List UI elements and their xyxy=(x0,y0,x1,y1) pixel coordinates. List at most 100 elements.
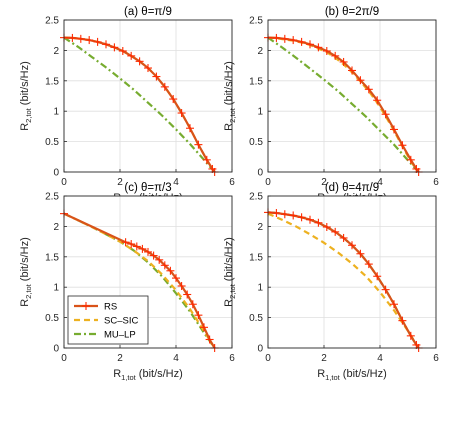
rs-data-point xyxy=(381,285,390,294)
y-tick-label: 1 xyxy=(53,107,59,118)
x-axis-label: R1,tot (bit/s/Hz) xyxy=(317,368,387,382)
rs-data-point xyxy=(356,76,365,85)
series-line-mu-lp xyxy=(267,36,420,173)
rs-data-point xyxy=(127,240,136,249)
y-tick-label: 2 xyxy=(53,46,59,57)
plot-area xyxy=(268,20,436,172)
y-tick-label: 1.5 xyxy=(45,252,59,263)
rs-data-point xyxy=(102,40,110,49)
rs-data-point xyxy=(188,300,197,309)
rs-data-point xyxy=(152,72,161,81)
rs-data-point xyxy=(373,96,382,105)
rs-data-point xyxy=(135,57,144,66)
rs-data-point xyxy=(177,281,186,290)
y-tick-label: 0.5 xyxy=(249,313,263,324)
rs-data-point xyxy=(194,140,203,149)
x-axis-label: R1,tot (bit/s/Hz) xyxy=(113,368,183,382)
series-line-mu-lp xyxy=(63,36,216,173)
rs-data-point xyxy=(177,109,186,118)
rs-data-point xyxy=(272,209,281,218)
y-tick-label: 1 xyxy=(257,283,263,294)
axes-box xyxy=(63,195,233,349)
rs-data-point xyxy=(398,141,407,150)
rs-data-point xyxy=(194,311,203,320)
legend-label: MU–LP xyxy=(104,330,136,341)
rs-data-point xyxy=(331,51,340,60)
y-tick-label: 1 xyxy=(53,283,59,294)
y-axis-label: R2,tot (bit/s/Hz) xyxy=(223,61,237,131)
rs-data-point xyxy=(160,261,169,270)
x-tick-label: 0 xyxy=(265,353,271,364)
x-tick-label: 4 xyxy=(377,353,383,364)
y-tick-label: 0 xyxy=(53,344,59,355)
y-tick-label: 2 xyxy=(257,46,263,57)
legend-label: RS xyxy=(104,302,117,313)
rs-data-point xyxy=(183,290,192,299)
rs-data-point xyxy=(314,43,323,52)
rs-data-point xyxy=(280,34,289,43)
y-tick-label: 0 xyxy=(53,168,59,179)
plot-area xyxy=(268,196,436,348)
y-tick-label: 2.5 xyxy=(45,192,59,203)
rs-data-point xyxy=(331,227,340,236)
y-tick-label: 1.5 xyxy=(249,252,263,263)
rs-data-point xyxy=(166,266,175,275)
x-tick-label: 0 xyxy=(61,353,67,364)
y-tick-label: 0 xyxy=(257,344,263,355)
rs-data-point xyxy=(314,218,323,227)
x-tick-label: 6 xyxy=(433,353,439,364)
y-axis-label: R2,tot (bit/s/Hz) xyxy=(223,237,237,307)
chart-panel-3: 0 2 4 6 0 0.5 1 1.5 2 2.5 (c) θ=π/3 R1,tot (bit/s/H… xyxy=(19,182,235,382)
rs-data-point xyxy=(186,124,194,133)
y-tick-label: 0 xyxy=(257,168,263,179)
rs-data-point xyxy=(155,255,164,264)
rs-data-point xyxy=(118,47,127,56)
x-tick-label: 4 xyxy=(173,177,179,188)
rs-data-point xyxy=(364,85,373,94)
rs-data-point xyxy=(68,33,77,42)
rs-data-point xyxy=(306,215,314,224)
rs-data-point xyxy=(406,331,415,340)
y-tick-label: 1 xyxy=(257,107,263,118)
rs-data-point xyxy=(200,323,208,332)
rs-data-point xyxy=(144,64,152,73)
rs-data-point xyxy=(339,233,348,242)
y-tick-label: 1.5 xyxy=(249,76,263,87)
rs-data-point xyxy=(398,316,407,325)
rs-data-point xyxy=(121,238,130,247)
rs-data-point xyxy=(297,213,306,222)
x-tick-label: 6 xyxy=(229,177,235,188)
x-tick-label: 2 xyxy=(321,177,327,188)
x-tick-label: 0 xyxy=(61,177,67,188)
y-axis-label: R2,tot (bit/s/Hz) xyxy=(19,237,33,307)
series-line-sc-sic xyxy=(267,212,420,349)
axes-box xyxy=(267,19,437,173)
y-tick-label: 1.5 xyxy=(45,76,59,87)
rs-data-point xyxy=(138,244,147,253)
x-tick-label: 0 xyxy=(265,177,271,188)
chart-title: (c) θ=π/3 xyxy=(124,182,171,194)
y-tick-label: 2.5 xyxy=(249,16,263,27)
x-tick-label: 2 xyxy=(117,353,123,364)
rs-data-point xyxy=(280,210,289,219)
axes-box xyxy=(63,19,233,173)
x-tick-label: 4 xyxy=(173,353,179,364)
rs-data-point xyxy=(132,242,141,251)
x-tick-label: 2 xyxy=(321,353,327,364)
rs-data-point xyxy=(127,51,136,60)
rs-data-point xyxy=(297,37,306,46)
axes-box xyxy=(267,195,437,349)
chart-panel-4: 0 2 4 6 0 0.5 1 1.5 2 2.5 (d) θ=4π/9 R1,tot (bit/s/… xyxy=(223,182,439,382)
rs-data-point xyxy=(169,95,178,104)
plot-area xyxy=(64,20,232,172)
rs-data-point xyxy=(172,274,180,283)
series-line-mu-lp xyxy=(63,212,216,349)
x-tick-label: 6 xyxy=(229,353,235,364)
rs-data-point xyxy=(144,247,152,256)
chart-title: (d) θ=4π/9 xyxy=(325,182,379,194)
chart-title: (b) θ=2π/9 xyxy=(325,6,379,18)
rs-data-point xyxy=(110,43,119,52)
rs-data-point xyxy=(289,211,298,220)
